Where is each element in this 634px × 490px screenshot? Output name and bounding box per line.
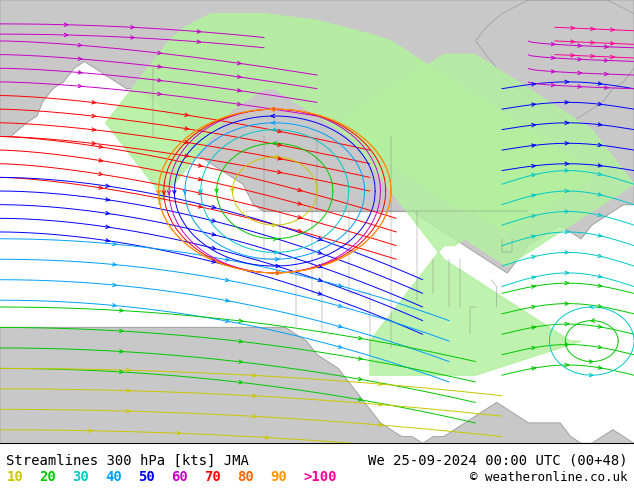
Text: © weatheronline.co.uk: © weatheronline.co.uk <box>470 471 628 485</box>
Polygon shape <box>0 0 634 273</box>
Text: 40: 40 <box>105 470 122 485</box>
Polygon shape <box>338 54 634 375</box>
Text: 60: 60 <box>171 470 188 485</box>
Text: 50: 50 <box>138 470 155 485</box>
Text: 80: 80 <box>237 470 254 485</box>
Text: We 25-09-2024 00:00 UTC (00+48): We 25-09-2024 00:00 UTC (00+48) <box>368 454 628 467</box>
Text: Streamlines 300 hPa [kts] JMA: Streamlines 300 hPa [kts] JMA <box>6 454 249 467</box>
Text: 30: 30 <box>72 470 89 485</box>
Polygon shape <box>106 14 592 232</box>
Text: 90: 90 <box>270 470 287 485</box>
Polygon shape <box>476 0 634 123</box>
Text: 20: 20 <box>39 470 56 485</box>
Text: 70: 70 <box>204 470 221 485</box>
Text: 10: 10 <box>6 470 23 485</box>
Polygon shape <box>0 327 634 443</box>
Text: >100: >100 <box>303 470 337 485</box>
